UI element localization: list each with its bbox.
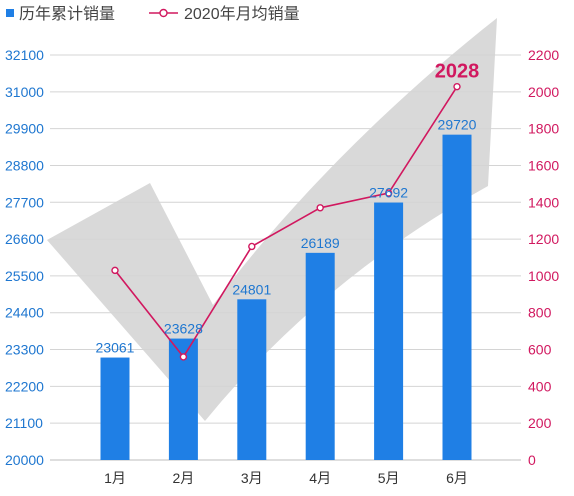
left-axis-tick-24400: 24400: [5, 305, 44, 321]
left-axis-tick-25500: 25500: [5, 268, 44, 284]
left-axis-tick-20000: 20000: [5, 452, 44, 468]
monthly-average-line: [114, 86, 458, 358]
legend-line-marker: [159, 8, 168, 18]
line-series: [114, 86, 458, 358]
line-point-6: [453, 82, 461, 91]
bar-1: [100, 357, 130, 460]
right-axis-tick-400: 400: [528, 378, 552, 394]
line-points: [111, 82, 461, 361]
left-axis: 20000 21100 22200 23300 24400 25500 26600 27700…: [5, 47, 44, 468]
left-axis-tick-21100: 21100: [5, 415, 43, 431]
x-axis-label-5: 5月: [378, 470, 400, 486]
bar-3: [237, 299, 267, 460]
line-point-2: [179, 353, 188, 361]
right-axis-tick-1400: 1400: [528, 194, 559, 210]
left-axis-tick-29900: 29900: [5, 121, 44, 137]
left-axis-tick-32100: 32100: [5, 47, 44, 63]
bar-value-labels: 23061 23628 24801 26189 27692 29720: [96, 117, 477, 356]
x-axis-label-2: 2月: [173, 470, 195, 486]
left-axis-tick-31000: 31000: [5, 84, 44, 100]
bar-value-label-3: 24801: [232, 281, 271, 297]
bar-series: [100, 134, 472, 460]
bar-value-label-1: 23061: [96, 340, 135, 356]
line-point-1: [111, 266, 119, 275]
left-axis-tick-22200: 22200: [5, 378, 44, 394]
right-axis-tick-800: 800: [528, 305, 552, 321]
bar-value-label-6: 29720: [438, 117, 477, 133]
right-axis-tick-0: 0: [528, 452, 536, 468]
legend: 历年累计销量 2020年月均销量: [6, 5, 300, 23]
left-axis-tick-23300: 23300: [5, 342, 44, 358]
right-axis-tick-1600: 1600: [528, 157, 559, 173]
left-axis-tick-26600: 26600: [5, 231, 44, 247]
right-axis-tick-600: 600: [528, 342, 552, 358]
x-axis-label-1: 1月: [104, 470, 126, 486]
x-axis-label-3: 3月: [241, 470, 263, 486]
left-axis-tick-27700: 27700: [5, 194, 44, 210]
x-axis-label-4: 4月: [309, 470, 331, 486]
line-point-label-6: 2028: [435, 61, 480, 83]
bar-4: [305, 252, 335, 460]
right-axis-tick-1800: 1800: [528, 121, 559, 137]
bar-6: [442, 134, 472, 460]
line-point-3: [248, 242, 256, 251]
left-axis-tick-28800: 28800: [5, 157, 44, 173]
line-point-labels: 2028: [435, 61, 480, 83]
bar-value-label-2: 23628: [164, 321, 203, 337]
right-axis-tick-1200: 1200: [528, 231, 559, 247]
bar-5: [374, 202, 404, 460]
bar-value-label-5: 27692: [369, 185, 408, 201]
legend-bar-label: 历年累计销量: [19, 5, 115, 23]
right-axis-tick-1000: 1000: [528, 268, 559, 284]
right-axis: 0 200 400 600 800 1000 1200 1400 1600 1800 2000 220…: [528, 47, 559, 468]
x-axis: 1月 2月 3月 4月 5月 6月: [104, 470, 468, 486]
right-axis-tick-2000: 2000: [528, 84, 559, 100]
bar-value-label-4: 26189: [301, 235, 340, 251]
right-axis-tick-2200: 2200: [528, 47, 559, 63]
line-point-4: [316, 204, 324, 212]
checkmark-icon: [47, 18, 497, 421]
line-point-5: [384, 189, 393, 197]
x-axis-label-6: 6月: [446, 470, 468, 486]
legend-line-label: 2020年月均销量: [184, 5, 300, 23]
legend-bar-swatch: [6, 9, 14, 17]
right-axis-tick-200: 200: [528, 415, 552, 431]
